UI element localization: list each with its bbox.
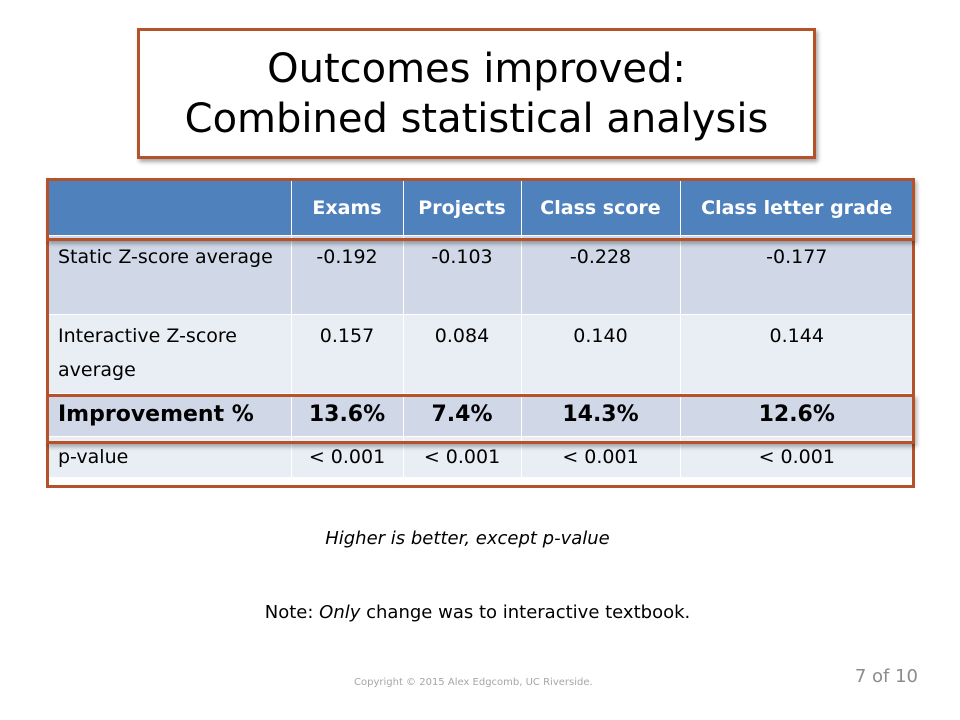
row-label-static: Static Z-score average — [48, 235, 292, 315]
table-row: p-value < 0.001 < 0.001 < 0.001 < 0.001 — [48, 436, 913, 477]
row-label-p-value: p-value — [48, 436, 292, 477]
table-header-row: Exams Projects Class score Class letter … — [48, 180, 913, 236]
cell-value: 7.4% — [403, 393, 522, 437]
cell-value: 14.3% — [521, 393, 681, 437]
header-class-score: Class score — [521, 180, 681, 236]
row-label-interactive: Interactive Z-score average — [48, 314, 292, 394]
table-row: Interactive Z-score average 0.157 0.084 … — [48, 314, 913, 394]
higher-is-better-note: Higher is better, except p-value — [325, 528, 610, 549]
cell-value: < 0.001 — [291, 436, 404, 477]
header-projects: Projects — [403, 180, 522, 236]
cell-value: 0.084 — [403, 314, 522, 394]
cell-value: 0.144 — [680, 314, 913, 394]
cell-value: 0.157 — [291, 314, 404, 394]
cell-value: -0.192 — [291, 235, 404, 315]
results-table: Exams Projects Class score Class letter … — [48, 180, 913, 477]
header-empty — [48, 180, 292, 236]
page-number: 7 of 10 — [854, 666, 918, 687]
table-row: Static Z-score average -0.192 -0.103 -0.… — [48, 235, 913, 315]
cell-value: < 0.001 — [680, 436, 913, 477]
note-suffix: change was to interactive textbook. — [360, 602, 691, 623]
copyright-text: Copyright © 2015 Alex Edgcomb, UC Rivers… — [354, 677, 593, 688]
table-row: Improvement % 13.6% 7.4% 14.3% 12.6% — [48, 393, 913, 437]
title-box: Outcomes improved: Combined statistical … — [137, 28, 816, 159]
note-prefix: Note: — [264, 602, 320, 623]
header-class-letter-grade: Class letter grade — [680, 180, 913, 236]
note-emphasis: Only — [319, 602, 361, 623]
textbook-note: Note: Only change was to interactive tex… — [0, 602, 955, 623]
header-exams: Exams — [291, 180, 404, 236]
title-line-2: Combined statistical analysis — [184, 95, 769, 142]
row-label-improvement: Improvement % — [48, 393, 292, 437]
cell-value: < 0.001 — [521, 436, 681, 477]
cell-value: 12.6% — [680, 393, 913, 437]
cell-value: < 0.001 — [403, 436, 522, 477]
cell-value: -0.228 — [521, 235, 681, 315]
cell-value: -0.103 — [403, 235, 522, 315]
cell-value: 0.140 — [521, 314, 681, 394]
title-line-1: Outcomes improved: — [267, 45, 686, 92]
results-table-container: Exams Projects Class score Class letter … — [48, 180, 913, 477]
cell-value: 13.6% — [291, 393, 404, 437]
cell-value: -0.177 — [680, 235, 913, 315]
